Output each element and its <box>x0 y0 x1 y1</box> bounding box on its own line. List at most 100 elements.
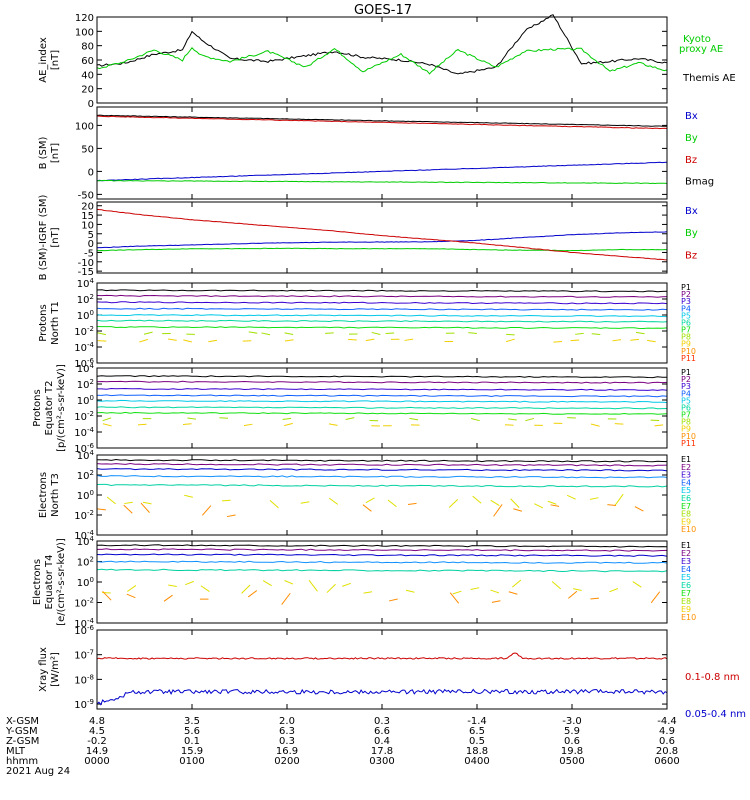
legend-P6: P6 <box>681 318 691 327</box>
ephemeris-value: 0500 <box>559 756 584 767</box>
panel-8: Xray flux [W/m²] 10-6 10-7 10-8 10-9 0.1-0.8 n… <box>38 624 746 720</box>
legend-bz: Bz <box>685 155 697 166</box>
ephemeris-value: 6.5 <box>469 726 485 737</box>
legend-by: By <box>685 228 698 239</box>
flux-channel-6-segment <box>547 500 557 505</box>
ytick-label: 104 <box>77 535 95 548</box>
ytick-label: 102 <box>77 293 94 306</box>
ytick-label: 102 <box>77 469 94 482</box>
flux-channel-6-segment <box>365 497 375 504</box>
ytick-label: 100 <box>75 121 94 132</box>
ephemeris-value: 0600 <box>654 756 679 767</box>
flux-channel-8-segment <box>371 331 381 336</box>
legend-E2: E2 <box>681 549 691 558</box>
flux-channel-6-segment <box>262 580 272 587</box>
flux-channel-7-segment <box>201 505 212 516</box>
panel-7-ylabel: [e/(cm²-s-sr-keV)] <box>56 538 67 626</box>
panel-7: Electrons Equator T4 [e/(cm²-s-sr-keV)] 104… <box>32 535 696 630</box>
flux-channel-8-segment <box>284 332 294 336</box>
legend-kyoto: Kyoto <box>683 34 711 45</box>
legend-E5: E5 <box>681 486 691 495</box>
ytick-label: 10-6 <box>74 624 94 637</box>
flux-channel-6-segment <box>222 499 231 502</box>
flux-channel-9-segment <box>243 423 253 427</box>
panel-1-ylabel: [nT] <box>50 50 61 70</box>
ytick-label: 60 <box>81 56 94 67</box>
legend-P7: P7 <box>681 411 691 420</box>
flux-channel-2 <box>97 548 668 552</box>
flux-channel-3 <box>96 553 668 557</box>
ytick-label: 40 <box>81 70 94 81</box>
panel-7-ylabel: Electrons <box>32 559 43 605</box>
legend-P11: P11 <box>681 354 696 363</box>
legend-P2: P2 <box>681 290 691 299</box>
flux-channel-6-segment <box>300 501 310 504</box>
flux-channel-7 <box>96 326 668 330</box>
ytick-label: 104 <box>77 362 95 375</box>
flux-channel-6-segment <box>127 585 137 592</box>
legend-P1: P1 <box>681 368 691 377</box>
flux-channel-9-segment <box>365 338 375 342</box>
flux-channel-7-segment <box>491 600 501 603</box>
panel-6-ylabel: North T3 <box>50 473 61 517</box>
series-themis-ae <box>96 14 668 75</box>
flux-channel-9-segment <box>182 423 192 426</box>
ephemeris-value: 6.6 <box>374 726 390 737</box>
legend-E9: E9 <box>681 605 691 614</box>
flux-channel-6-segment <box>512 579 522 588</box>
ytick-label: -15 <box>78 267 94 278</box>
flux-channel-3 <box>96 468 668 472</box>
ephemeris-value: 0.4 <box>374 736 390 747</box>
flux-channel-6-segment <box>387 499 397 508</box>
legend-P10: P10 <box>681 432 696 441</box>
flux-channel-5 <box>96 399 668 403</box>
legend-P8: P8 <box>681 333 691 342</box>
flux-channel-9-segment <box>183 339 192 343</box>
ephemeris-value: 0.1 <box>184 736 200 747</box>
ytick-label: 10-2 <box>74 509 94 522</box>
flux-channel-6-segment <box>363 591 373 594</box>
ytick-label: 10-2 <box>74 410 94 423</box>
flux-channel-7-segment <box>513 508 523 512</box>
flux-channel-9-segment <box>328 423 338 426</box>
ytick-label: 10-6 <box>74 442 94 455</box>
flux-channel-8-segment <box>525 417 535 422</box>
flux-channel-8-segment <box>143 331 153 335</box>
legend-E9: E9 <box>681 517 691 526</box>
ephemeris-value: 0.6 <box>564 736 580 747</box>
panel-7-ylabel: Equator T4 <box>44 555 55 610</box>
legend-E7: E7 <box>681 502 691 511</box>
flux-channel-9-segment <box>590 423 600 427</box>
flux-channel-6-segment <box>168 584 177 588</box>
flux-channel-6-segment <box>106 496 116 505</box>
panel-frame <box>96 106 668 200</box>
flux-channel-9-segment <box>404 338 414 341</box>
xray-short <box>96 688 668 706</box>
ephemeris-row-label: 2021 Aug 24 <box>6 766 70 777</box>
ephemeris-value: 5.9 <box>564 726 580 737</box>
flux-channel-6-segment <box>269 500 279 509</box>
flux-channel-9-segment <box>168 338 177 341</box>
legend-P2: P2 <box>681 375 691 384</box>
flux-channel-7-segment <box>650 591 661 604</box>
flux-channel-7-segment <box>449 592 460 604</box>
panel-5-ylabel: [p/(cm²-s-sr-keV)] <box>56 364 67 452</box>
ephemeris-value: 0.6 <box>659 736 675 747</box>
legend-0.1-0.8-nm: 0.1-0.8 nm <box>685 672 740 683</box>
legend-kyoto-proxy-ae: proxy AE <box>679 44 723 55</box>
flux-channel-8-segment <box>468 332 477 334</box>
legend-E5: E5 <box>681 573 691 582</box>
ytick-label: -5 <box>84 248 94 259</box>
series-bz <box>96 208 668 261</box>
legend-P9: P9 <box>681 340 691 349</box>
flux-channel-8-segment <box>97 332 106 336</box>
ytick-label: 100 <box>75 27 94 38</box>
flux-channel-4 <box>96 307 668 311</box>
ephemeris-value: 19.8 <box>561 746 583 757</box>
legend-E1: E1 <box>681 541 691 550</box>
flux-channel-6-segment <box>534 503 544 509</box>
series-kyoto-proxy-ae <box>96 47 668 75</box>
ephemeris-value: 6.3 <box>279 726 295 737</box>
